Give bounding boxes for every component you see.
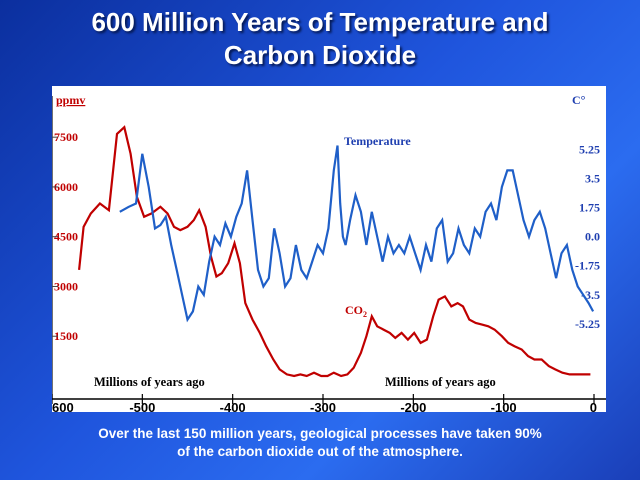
left-tick-label: 1500 <box>54 329 78 343</box>
x-annotation-right: Millions of years ago <box>385 375 496 389</box>
temperature-series-label: Temperature <box>344 134 411 148</box>
right-tick-label: 5.25 <box>579 143 600 157</box>
caption-line-2: of the carbon dioxide out of the atmosph… <box>177 444 463 459</box>
x-tick-label: -400 <box>220 400 246 412</box>
x-tick-label: 0 <box>590 400 597 412</box>
x-annotation-left: Millions of years ago <box>94 375 205 389</box>
co2-series-label: CO2 <box>345 303 367 319</box>
left-tick-label: 3000 <box>54 279 78 293</box>
x-tick-label: -200 <box>400 400 426 412</box>
slide-caption: Over the last 150 million years, geologi… <box>30 425 610 461</box>
left-tick-label: 6000 <box>54 180 78 194</box>
right-tick-label: -1.75 <box>575 259 600 273</box>
left-tick-label: 4500 <box>54 230 78 244</box>
left-axis-ticks: 1500 3000 4500 6000 7500 <box>52 96 78 399</box>
co2-label-subscript: 2 <box>363 310 367 319</box>
caption-line-1: Over the last 150 million years, geologi… <box>98 426 542 441</box>
temperature-series-line <box>119 145 595 323</box>
slide-title: 600 Million Years of Temperature and Car… <box>0 6 640 72</box>
x-tick-label: -300 <box>310 400 336 412</box>
slide-title-line-2: Carbon Dioxide <box>223 40 417 70</box>
left-tick-label: 7500 <box>54 130 78 144</box>
co2-series-line <box>78 125 591 378</box>
right-tick-label: 1.75 <box>579 201 600 215</box>
x-axis-ticks: 600 -500 -400 -300 -200 -100 0 <box>52 394 597 412</box>
x-tick-label: -100 <box>491 400 517 412</box>
x-tick-label: 600 <box>52 400 74 412</box>
right-axis-unit-label: C° <box>572 93 586 107</box>
right-tick-label: -5.25 <box>575 317 600 331</box>
left-axis-unit-label: ppmv <box>56 93 85 107</box>
right-tick-label: 0.0 <box>585 230 600 244</box>
slide-title-line-1: 600 Million Years of Temperature and <box>91 7 549 37</box>
chart-panel: ppmv C° 1500 3000 4500 6000 7500 5.25 3.5 1.75… <box>52 86 606 412</box>
right-tick-label: 3.5 <box>585 172 600 186</box>
x-tick-label: -500 <box>129 400 155 412</box>
co2-label-main: CO <box>345 303 363 317</box>
